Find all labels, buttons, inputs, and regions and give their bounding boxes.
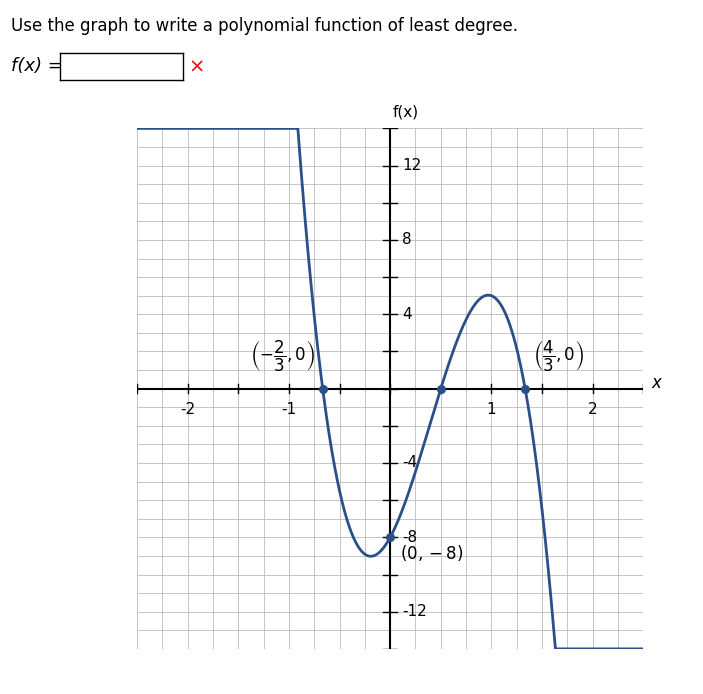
Text: -8: -8 bbox=[402, 530, 418, 545]
Text: ×: × bbox=[188, 57, 205, 76]
Text: 8: 8 bbox=[402, 232, 412, 248]
Text: 1: 1 bbox=[486, 402, 496, 416]
Text: x: x bbox=[652, 374, 662, 392]
Text: f(x) =: f(x) = bbox=[11, 57, 63, 75]
Text: -2: -2 bbox=[180, 402, 195, 416]
Text: $\left(-\dfrac{2}{3}, 0\right)$: $\left(-\dfrac{2}{3}, 0\right)$ bbox=[250, 339, 314, 374]
Text: $(0, -8)$: $(0, -8)$ bbox=[400, 543, 464, 563]
Text: 4: 4 bbox=[402, 307, 412, 322]
Text: 12: 12 bbox=[402, 158, 422, 173]
Text: Use the graph to write a polynomial function of least degree.: Use the graph to write a polynomial func… bbox=[11, 17, 517, 35]
Text: -4: -4 bbox=[402, 455, 418, 471]
Text: $\left(\dfrac{4}{3}, 0\right)$: $\left(\dfrac{4}{3}, 0\right)$ bbox=[534, 339, 584, 374]
Text: -12: -12 bbox=[402, 604, 427, 619]
Text: -1: -1 bbox=[281, 402, 297, 416]
Text: 2: 2 bbox=[588, 402, 598, 416]
Text: f(x): f(x) bbox=[392, 104, 418, 119]
